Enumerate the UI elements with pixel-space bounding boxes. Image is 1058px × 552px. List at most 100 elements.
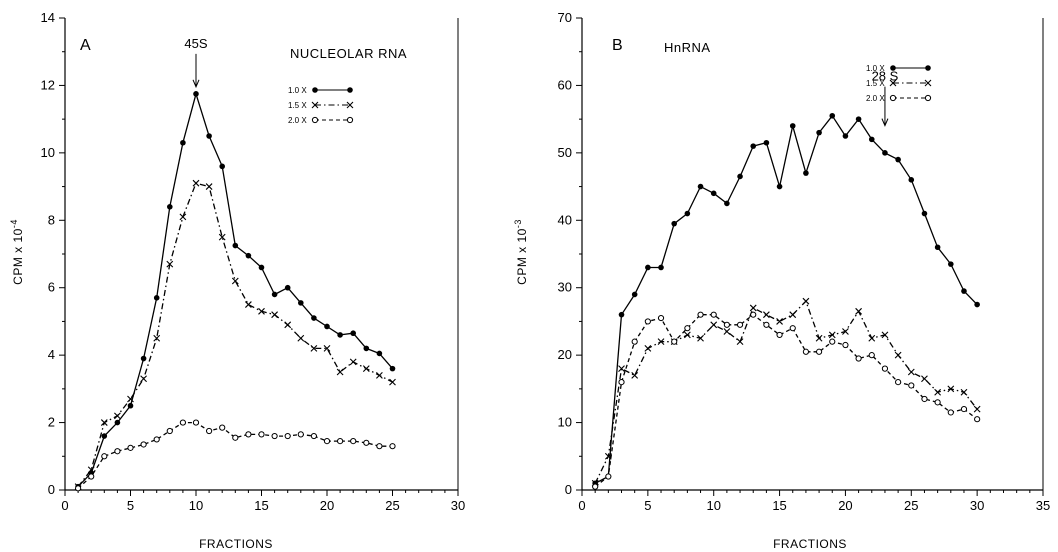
- panel-b-y-tick-label: 20: [558, 347, 572, 362]
- panel-a-data-point-filled-circle: [206, 133, 212, 139]
- panel-a-legend-marker-filled-circle: [347, 87, 353, 93]
- panel-b-data-point-open-circle: [842, 341, 849, 349]
- panel-b-legend-marker-x: [924, 79, 932, 87]
- panel-a-data-point-filled-circle: [219, 163, 225, 170]
- panel-a-legend-marker-x: [346, 101, 354, 109]
- panel-b-y-tick-label: 40: [558, 212, 572, 227]
- panel-b-data-point-x: [789, 311, 797, 319]
- panel-b-legend-marker-open-circle: [924, 94, 932, 102]
- panel-a-data-point-open-circle: [323, 438, 331, 445]
- panel-a-data-point-filled-circle: [245, 252, 252, 259]
- panel-a-data-point-open-circle: [179, 419, 186, 426]
- panel-b-data-point-filled-circle: [908, 177, 915, 183]
- panel-a-data-point-open-circle: [206, 427, 213, 435]
- panel-b-data-point-x: [657, 338, 665, 346]
- panel-b-annotation-arrow-head: [881, 118, 889, 127]
- panel-b-data-point-x-stroke-b: [973, 405, 981, 413]
- panel-a-legend-label: 1.0 X: [288, 86, 307, 95]
- panel-a-legend-marker-open-circle: [346, 116, 354, 124]
- panel-a-data-point-x: [231, 277, 239, 285]
- panel-a-legend-label: 2.0 X: [288, 116, 307, 125]
- panel-b-data-point-x: [802, 297, 810, 305]
- panel-b-data-point-x: [763, 311, 770, 319]
- panel-b-data-point-x-stroke-b: [604, 452, 612, 460]
- panel-a-x-tick-label: 10: [189, 498, 203, 513]
- panel-a-y-tick-label: 14: [41, 10, 55, 25]
- panel-b-data-point-x: [934, 388, 942, 396]
- panel-b-data-point-x: [631, 371, 639, 379]
- panel-b-data-point-x-stroke-b: [894, 351, 902, 359]
- panel-b-data-point-x-stroke-b: [749, 304, 757, 312]
- panel-a-data-point-open-circle: [192, 419, 200, 426]
- panel-b-legend-marker-x: [889, 79, 897, 87]
- panel-b-data-point-filled-circle: [750, 143, 757, 149]
- panel-a-data-point-x: [310, 345, 318, 352]
- panel-b-data-point-x-stroke-b: [907, 368, 915, 376]
- panel-b-data-point-filled-circle: [974, 301, 980, 308]
- panel-b-data-point-filled-circle: [816, 129, 822, 136]
- panel-b-series-line-x: [594, 300, 978, 484]
- panel-a-data-point-x-stroke-b: [362, 365, 370, 373]
- panel-a-x-tick-label: 20: [320, 498, 334, 513]
- panel-a-y-tick-label: 6: [48, 280, 55, 295]
- panel-a-data-point-x: [127, 395, 134, 403]
- panel-b-data-point-open-circle: [592, 483, 599, 490]
- panel-a-data-point-open-circle: [337, 438, 344, 445]
- panel-b-data-point-filled-circle: [724, 200, 730, 207]
- panel-a-data-point-x-stroke-b: [179, 213, 187, 221]
- panel-a-data-point-x-stroke-b: [310, 345, 318, 352]
- panel-a-legend-marker-x: [311, 101, 319, 109]
- panel-a-legend-marker-filled-circle: [312, 87, 318, 93]
- panel-b-letter: B: [612, 37, 623, 54]
- panel-a-data-point-open-circle: [153, 436, 160, 443]
- panel-b-data-point-x: [960, 388, 968, 396]
- panel-a-data-point-filled-circle: [167, 204, 173, 210]
- panel-b-data-point-filled-circle: [710, 190, 717, 197]
- panel-b-data-point-filled-circle: [948, 261, 954, 267]
- panel-a-x-tick-label: 30: [451, 498, 465, 513]
- panel-b-x-tick-label: 5: [644, 498, 651, 513]
- panel-a-data-point-x: [205, 183, 213, 190]
- panel-b-data-point-x-stroke-b: [881, 331, 889, 339]
- panel-a-annotation-label: 45S: [184, 36, 207, 51]
- panel-a-data-point-open-circle: [310, 432, 317, 440]
- panel-a-data-point-x: [271, 311, 278, 319]
- panel-a-data-point-x-stroke-b: [114, 412, 121, 420]
- panel-b-data-point-open-circle: [960, 405, 968, 413]
- panel-b-series-filled-circle: [592, 112, 980, 487]
- panel-b-data-point-x-stroke-b: [921, 375, 928, 383]
- panel-b-annotation-label: 28 S: [872, 69, 899, 84]
- panel-b-y-tick-label: 70: [558, 10, 572, 25]
- panel-a-legend-marker-x-stroke-b: [311, 101, 319, 109]
- panel-a-data-point-x: [258, 307, 265, 315]
- panel-a-legend-marker-open-circle: [311, 116, 319, 124]
- panel-b-data-point-open-circle: [855, 355, 862, 362]
- panel-b-data-point-open-circle: [895, 379, 902, 386]
- panel-a-data-point-filled-circle: [101, 433, 108, 439]
- panel-b-data-point-x-stroke-b: [763, 311, 770, 319]
- panel-a-series-line-open-circle: [77, 421, 393, 489]
- panel-b-data-point-open-circle: [789, 325, 796, 332]
- panel-b-data-point-filled-circle: [763, 139, 770, 146]
- panel-b-title: HnRNA: [664, 40, 711, 55]
- panel-b-data-point-x-stroke-b: [868, 334, 876, 342]
- panel-a-data-point-x-stroke-b: [376, 371, 383, 379]
- panel-b-y-tick-label: 60: [558, 77, 572, 92]
- panel-a-data-point-filled-circle: [376, 350, 383, 357]
- panel-b-data-point-x-stroke-b: [815, 334, 823, 342]
- panel-b-data-point-x: [907, 368, 915, 376]
- panel-a-data-point-open-circle: [166, 427, 173, 435]
- panel-a-data-point-filled-circle: [114, 419, 121, 426]
- panel-a-y-tick-label: 0: [48, 482, 55, 497]
- panel-a-data-point-x-stroke-b: [389, 378, 396, 386]
- panel-a-y-tick-label: 12: [41, 77, 55, 92]
- panel-b-chart: B HnRNA FRACTIONS CPM x 10-3 0 5 10 15 20 25 3…: [513, 10, 1050, 551]
- panel-b-data-point-x: [644, 345, 652, 352]
- panel-a-data-point-x: [336, 368, 344, 376]
- panel-b-data-point-x-stroke-b: [631, 371, 639, 379]
- panel-b-y-axis-title: CPM x 10-3: [513, 219, 529, 285]
- panel-b-data-point-x: [697, 334, 704, 342]
- panel-b-data-point-open-circle: [671, 338, 678, 345]
- panel-b-data-point-x: [973, 405, 981, 413]
